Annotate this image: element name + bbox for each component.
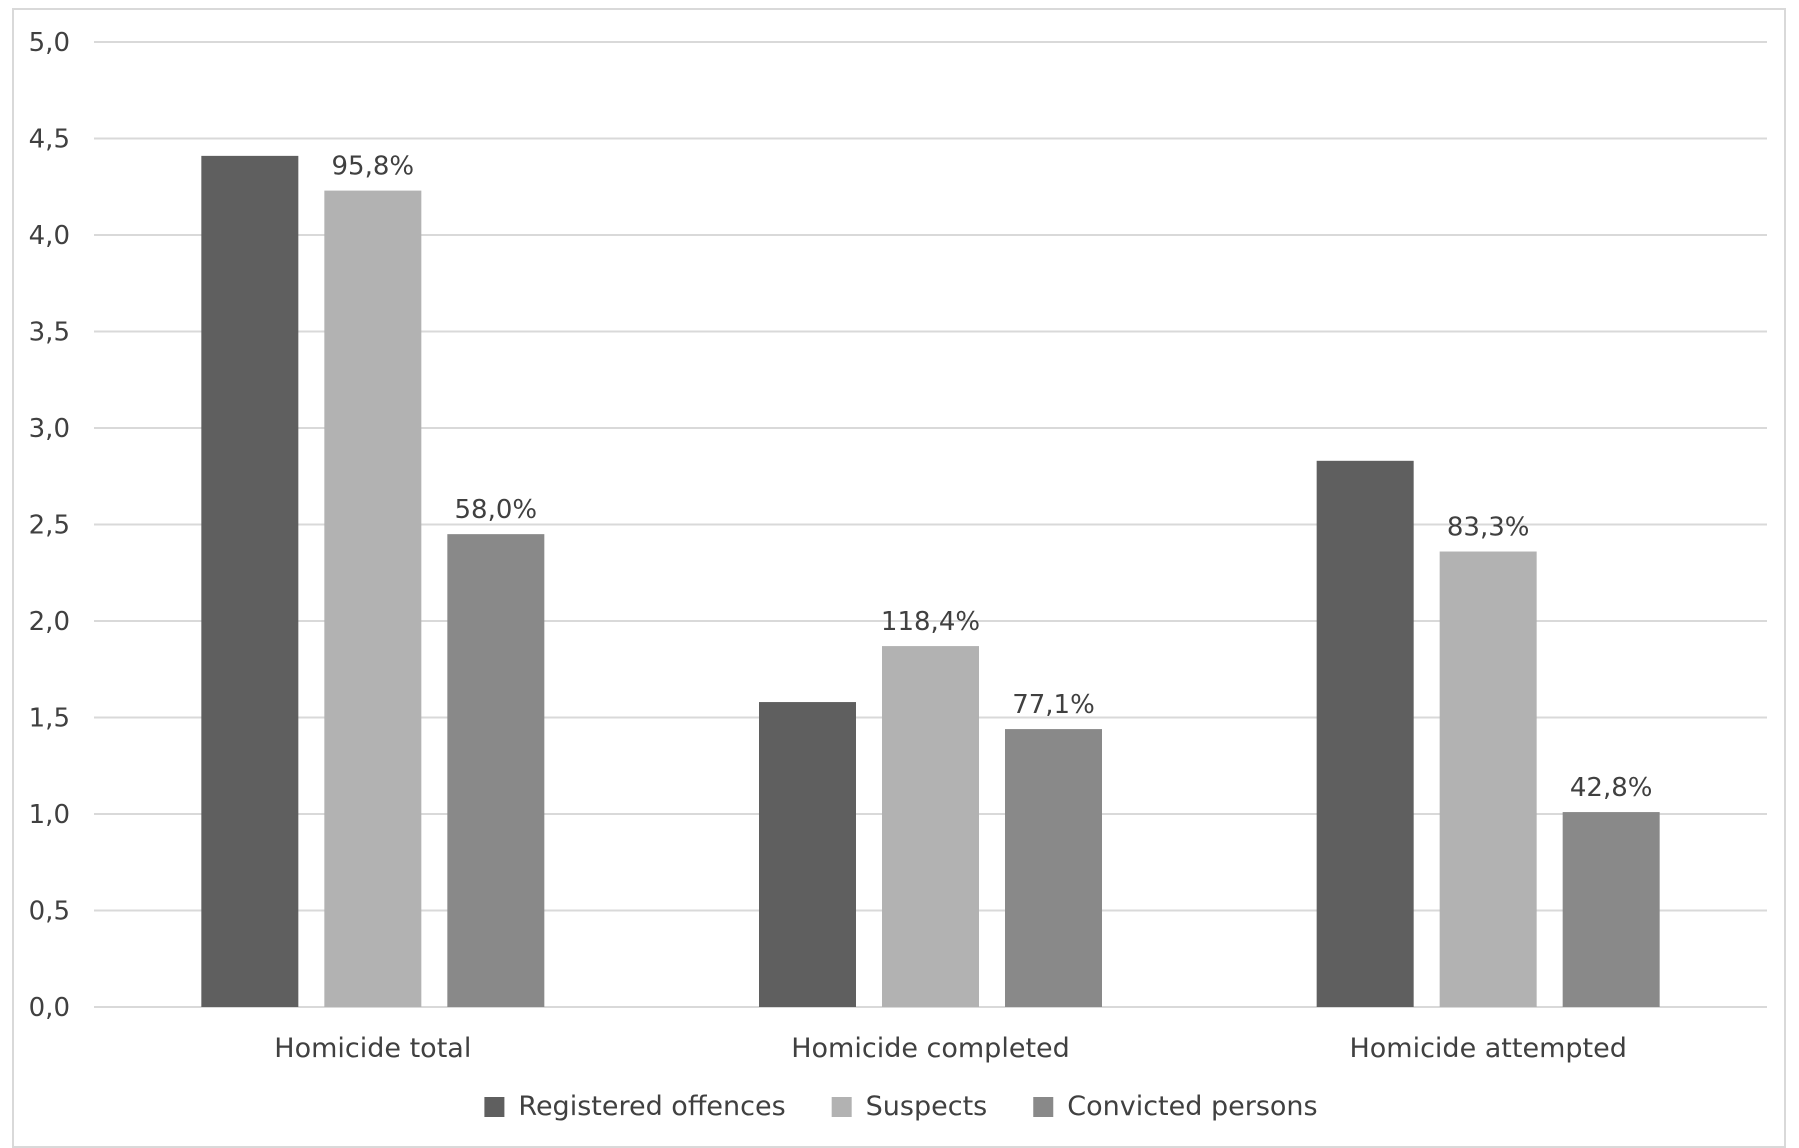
bar (1005, 729, 1102, 1007)
bar (882, 646, 979, 1007)
y-tick-label: 0,5 (29, 897, 70, 927)
bar (1316, 460, 1414, 1007)
bars (201, 155, 1660, 1008)
y-tick-label: 2,0 (29, 607, 70, 637)
data-label: 42,8% (1570, 773, 1653, 803)
legend-label: Registered offences (518, 1091, 785, 1122)
y-tick-label: 0,0 (29, 993, 70, 1023)
bar (201, 155, 299, 1007)
data-labels: 95,8% 58,0% 118,4% 77,1% 83,3% 42,8% (332, 152, 1653, 803)
data-label: 83,3% (1447, 513, 1530, 543)
y-tick-label: 5,0 (29, 28, 70, 58)
y-tick-label: 1,0 (29, 800, 70, 830)
y-tick-label: 4,0 (29, 221, 70, 251)
chart-frame: 0,0 0,5 1,0 1,5 2,0 2,5 3,0 3,5 4,0 4,5 5,0 95,8% 5… (12, 8, 1786, 1148)
bar (447, 534, 545, 1007)
legend-swatch (1033, 1097, 1054, 1117)
bar-chart: 0,0 0,5 1,0 1,5 2,0 2,5 3,0 3,5 4,0 4,5 5,0 95,8% 5… (29, 28, 1767, 1122)
x-tick-label: Homicide total (274, 1033, 471, 1064)
y-tick-label: 1,5 (29, 704, 70, 734)
x-axis-category-labels: Homicide total Homicide completed Homicide… (274, 1033, 1627, 1064)
data-label: 58,0% (455, 495, 538, 525)
data-label: 77,1% (1012, 690, 1095, 720)
y-tick-label: 2,5 (29, 511, 70, 541)
data-label: 118,4% (881, 607, 980, 637)
legend: Registered offences Suspects Convicted per… (484, 1091, 1318, 1122)
legend-label: Suspects (866, 1091, 988, 1122)
bar (1439, 551, 1537, 1007)
y-tick-label: 3,0 (29, 414, 70, 444)
y-axis-tick-labels: 0,0 0,5 1,0 1,5 2,0 2,5 3,0 3,5 4,0 4,5 5,0 (29, 28, 70, 1023)
y-tick-label: 4,5 (29, 125, 70, 155)
x-tick-label: Homicide completed (791, 1033, 1070, 1064)
bar (1562, 812, 1660, 1007)
legend-swatch (484, 1097, 505, 1117)
legend-label: Convicted persons (1067, 1091, 1317, 1122)
legend-swatch (831, 1097, 852, 1117)
x-tick-label: Homicide attempted (1349, 1033, 1626, 1064)
y-tick-label: 3,5 (29, 318, 70, 348)
data-label: 95,8% (332, 152, 415, 182)
bar (759, 702, 856, 1007)
bar (324, 190, 422, 1008)
